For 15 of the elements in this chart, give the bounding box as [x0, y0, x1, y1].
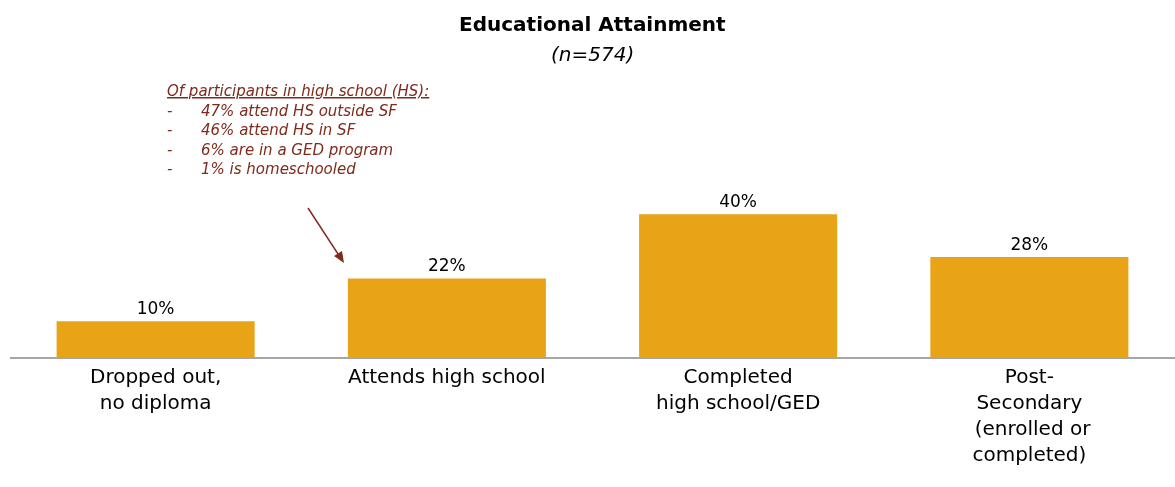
bar	[639, 214, 838, 357]
data-label: 10%	[136, 298, 175, 319]
x-tick-label: Attends high school	[348, 364, 546, 388]
chart-subtitle: (n=574)	[551, 42, 635, 66]
text: Of participants in high school (HS): - 47% attend HS outside SF - 46% attend HS in SF - 6% are in a GED program - 1% is homeschooled	[167, 82, 430, 178]
chart-title: Educational Attainment	[459, 12, 727, 36]
x-tick-label: Dropped out, no diploma	[89, 364, 222, 414]
bar	[347, 278, 546, 357]
x-tick-label: Post- Secondary (enrolled or completed)	[968, 364, 1092, 466]
data-label: 28%	[1010, 234, 1049, 255]
bar	[930, 257, 1129, 357]
bar	[56, 321, 255, 357]
x-tick-label: Completed high school/GED	[655, 364, 821, 414]
data-label: 40%	[719, 191, 758, 212]
data-label: 22%	[427, 255, 466, 276]
